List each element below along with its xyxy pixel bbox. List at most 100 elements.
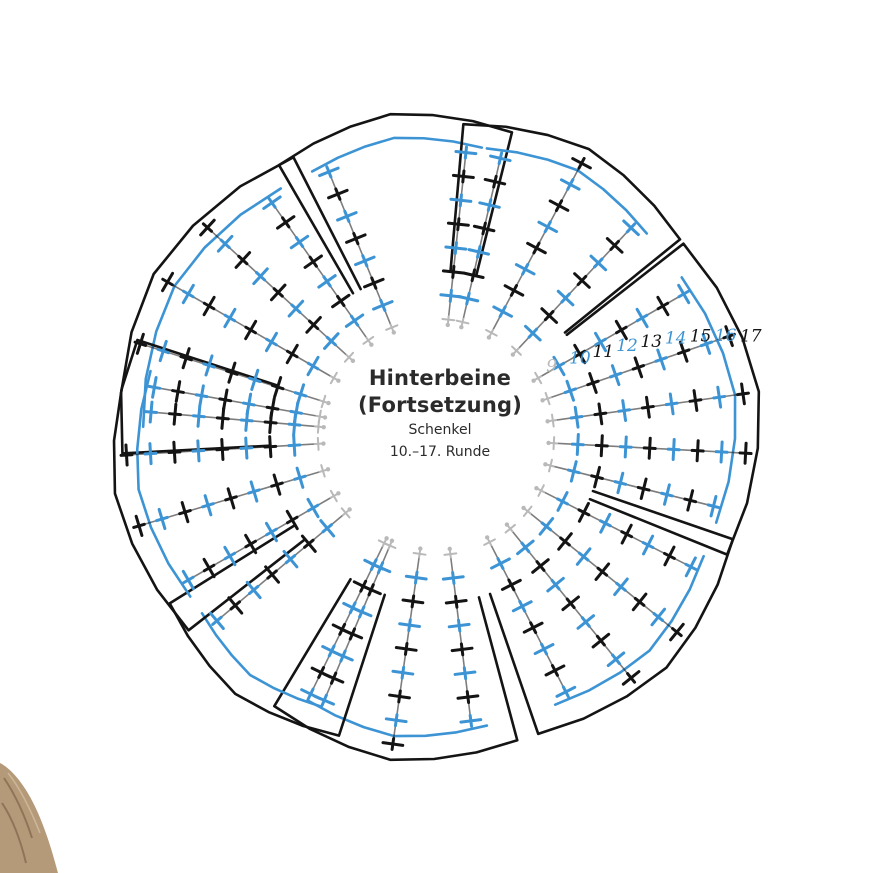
- petal-inner-outline: [553, 554, 705, 706]
- single-crochet-stitch: [540, 307, 559, 324]
- single-crochet-stitch: [511, 599, 533, 613]
- single-crochet-stitch: [642, 436, 657, 460]
- single-crochet-stitch: [621, 670, 641, 686]
- single-crochet-stitch: [443, 546, 458, 559]
- petal-inner-outline: [200, 612, 323, 709]
- single-crochet-stitch: [133, 332, 148, 355]
- round-number-label: 12: [616, 336, 638, 356]
- single-crochet-stitch: [265, 396, 280, 420]
- round-number-label: 9: [546, 357, 557, 377]
- single-crochet-stitch: [614, 319, 628, 341]
- single-crochet-stitch: [354, 254, 376, 268]
- single-crochet-stitch: [450, 642, 474, 657]
- single-crochet-stitch: [444, 594, 468, 609]
- single-crochet-stitch: [663, 545, 676, 567]
- single-crochet-stitch: [384, 713, 408, 728]
- single-crochet-stitch: [241, 392, 256, 416]
- single-crochet-stitch: [412, 546, 427, 559]
- single-crochet-stitch: [534, 484, 546, 497]
- single-crochet-stitch: [248, 368, 262, 391]
- single-crochet-stitch: [155, 507, 169, 531]
- single-crochet-stitch: [343, 351, 356, 364]
- single-crochet-stitch: [577, 501, 591, 523]
- single-crochet-stitch: [227, 596, 244, 615]
- single-crochet-stitch: [269, 283, 287, 302]
- single-crochet-stitch: [167, 440, 182, 464]
- single-crochet-stitch: [300, 534, 317, 553]
- single-crochet-stitch: [270, 376, 285, 399]
- single-crochet-stitch: [224, 487, 238, 510]
- single-crochet-stitch: [556, 491, 569, 512]
- single-crochet-stitch: [285, 509, 299, 531]
- single-crochet-stitch: [147, 375, 162, 399]
- title-line-1: Hinterbeine: [368, 366, 512, 390]
- single-crochet-stitch: [594, 434, 609, 458]
- single-crochet-stitch: [446, 217, 470, 232]
- single-crochet-stitch: [589, 254, 608, 272]
- single-crochet-stitch: [342, 601, 364, 615]
- single-crochet-stitch: [483, 174, 507, 189]
- single-crochet-stitch: [738, 441, 753, 465]
- single-crochet-stitch: [620, 523, 634, 545]
- single-crochet-stitch: [202, 557, 216, 579]
- single-crochet-stitch: [119, 443, 134, 467]
- single-crochet-stitch: [531, 558, 550, 574]
- single-crochet-stitch: [618, 435, 633, 459]
- single-crochet-stitch: [540, 391, 552, 406]
- petal-outline: [272, 577, 519, 762]
- single-crochet-stitch: [300, 687, 322, 701]
- petal-outline: [112, 338, 307, 632]
- single-crochet-stitch: [699, 332, 714, 355]
- single-crochet-stitch: [276, 215, 296, 230]
- single-crochet-stitch: [441, 264, 465, 279]
- single-crochet-stitch: [181, 283, 195, 305]
- single-crochet-stitch: [617, 399, 632, 422]
- single-crochet-stitch: [478, 198, 501, 212]
- single-crochet-stitch: [492, 305, 513, 318]
- single-crochet-stitch: [329, 371, 341, 385]
- single-crochet-stitch: [690, 439, 705, 463]
- single-crochet-stitch: [306, 497, 320, 519]
- single-crochet-stitch: [669, 622, 685, 642]
- single-crochet-stitch: [593, 402, 608, 426]
- single-crochet-stitch: [179, 347, 193, 370]
- single-crochet-stitch: [199, 218, 216, 237]
- single-crochet-stitch: [144, 400, 159, 424]
- single-crochet-stitch: [594, 562, 611, 581]
- petal-outline: [449, 122, 682, 334]
- petal-outline: [488, 489, 735, 736]
- single-crochet-stitch: [613, 577, 629, 597]
- single-crochet-stitch: [401, 594, 425, 609]
- single-crochet-stitch: [234, 251, 252, 269]
- single-crochet-stitch: [244, 533, 258, 555]
- single-crochet-stitch: [319, 519, 336, 538]
- single-crochet-stitch: [722, 325, 736, 348]
- single-crochet-stitch: [270, 473, 284, 496]
- single-crochet-stitch: [161, 271, 175, 293]
- single-crochet-stitch: [289, 400, 304, 424]
- single-crochet-stitch: [654, 348, 668, 371]
- round-number-label: 13: [640, 332, 662, 352]
- single-crochet-stitch: [385, 323, 399, 335]
- single-crochet-stitch: [331, 622, 353, 636]
- single-crochet-stitch: [688, 389, 703, 412]
- single-crochet-stitch: [318, 165, 340, 179]
- single-crochet-stitch: [456, 291, 480, 306]
- single-crochet-stitch: [650, 607, 667, 627]
- round-number-label: 11: [592, 342, 614, 362]
- single-crochet-stitch: [264, 331, 278, 353]
- single-crochet-stitch: [556, 289, 575, 307]
- single-crochet-stitch: [143, 442, 158, 466]
- single-crochet-stitch: [391, 665, 415, 680]
- single-crochet-stitch: [641, 534, 655, 556]
- single-crochet-stitch: [712, 385, 727, 409]
- single-crochet-stitch: [194, 384, 209, 408]
- title-line-2: (Fortsetzung): [357, 393, 523, 417]
- single-crochet-stitch: [336, 209, 358, 223]
- single-crochet-stitch: [453, 666, 477, 681]
- round-number-label: 10: [569, 349, 591, 369]
- single-crochet-stitch: [215, 406, 230, 430]
- single-crochet-stitch: [714, 440, 729, 464]
- petal-inner-outline: [135, 369, 192, 598]
